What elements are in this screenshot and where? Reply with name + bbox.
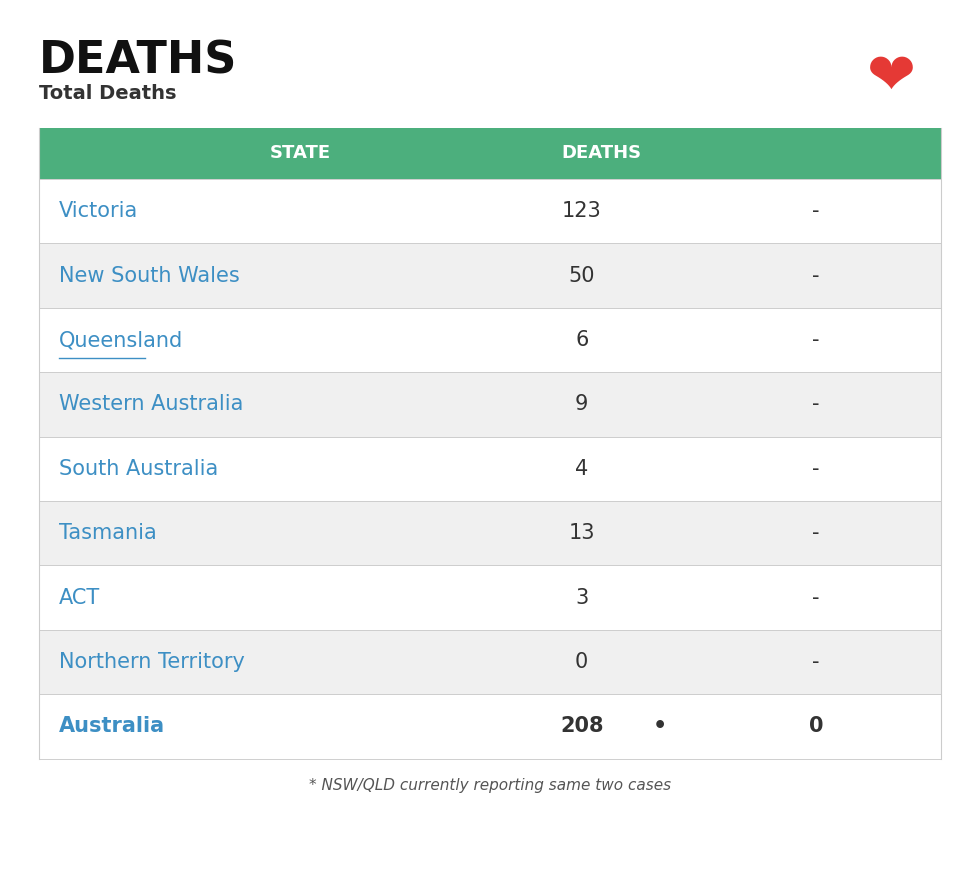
Text: * NSW/QLD currently reporting same two cases: * NSW/QLD currently reporting same two c… — [309, 778, 671, 793]
Text: Northern Territory: Northern Territory — [59, 652, 245, 672]
Text: -: - — [812, 652, 820, 672]
Text: 208: 208 — [560, 716, 604, 736]
Text: •: • — [653, 716, 667, 736]
FancyBboxPatch shape — [39, 694, 941, 759]
Text: -: - — [812, 330, 820, 350]
FancyBboxPatch shape — [39, 243, 941, 308]
Text: 3: 3 — [575, 587, 588, 608]
Text: 0: 0 — [575, 652, 588, 672]
Text: 0: 0 — [808, 716, 823, 736]
Text: 13: 13 — [568, 523, 595, 543]
FancyBboxPatch shape — [39, 372, 941, 437]
Text: -: - — [812, 523, 820, 543]
Text: Total Deaths: Total Deaths — [39, 84, 176, 103]
Text: DEATHS: DEATHS — [39, 40, 237, 83]
Text: -: - — [812, 587, 820, 608]
FancyBboxPatch shape — [39, 128, 941, 179]
FancyBboxPatch shape — [39, 179, 941, 243]
Text: New South Wales: New South Wales — [59, 265, 239, 286]
Text: ❤: ❤ — [867, 49, 916, 106]
Text: Tasmania: Tasmania — [59, 523, 157, 543]
Text: 50: 50 — [568, 265, 595, 286]
FancyBboxPatch shape — [39, 308, 941, 372]
Text: -: - — [812, 394, 820, 415]
FancyBboxPatch shape — [39, 437, 941, 501]
FancyBboxPatch shape — [39, 630, 941, 694]
Text: STATE: STATE — [270, 145, 331, 162]
Text: -: - — [812, 265, 820, 286]
Text: DEATHS: DEATHS — [562, 145, 641, 162]
FancyBboxPatch shape — [39, 501, 941, 565]
Text: Victoria: Victoria — [59, 201, 138, 221]
Text: 123: 123 — [562, 201, 602, 221]
Text: 4: 4 — [575, 459, 588, 479]
Text: South Australia: South Australia — [59, 459, 218, 479]
Text: ACT: ACT — [59, 587, 100, 608]
Text: 6: 6 — [575, 330, 588, 350]
Text: Australia: Australia — [59, 716, 165, 736]
Text: -: - — [812, 201, 820, 221]
Text: 9: 9 — [575, 394, 588, 415]
Text: Western Australia: Western Australia — [59, 394, 243, 415]
FancyBboxPatch shape — [39, 565, 941, 630]
Text: Queensland: Queensland — [59, 330, 183, 350]
Text: -: - — [812, 459, 820, 479]
